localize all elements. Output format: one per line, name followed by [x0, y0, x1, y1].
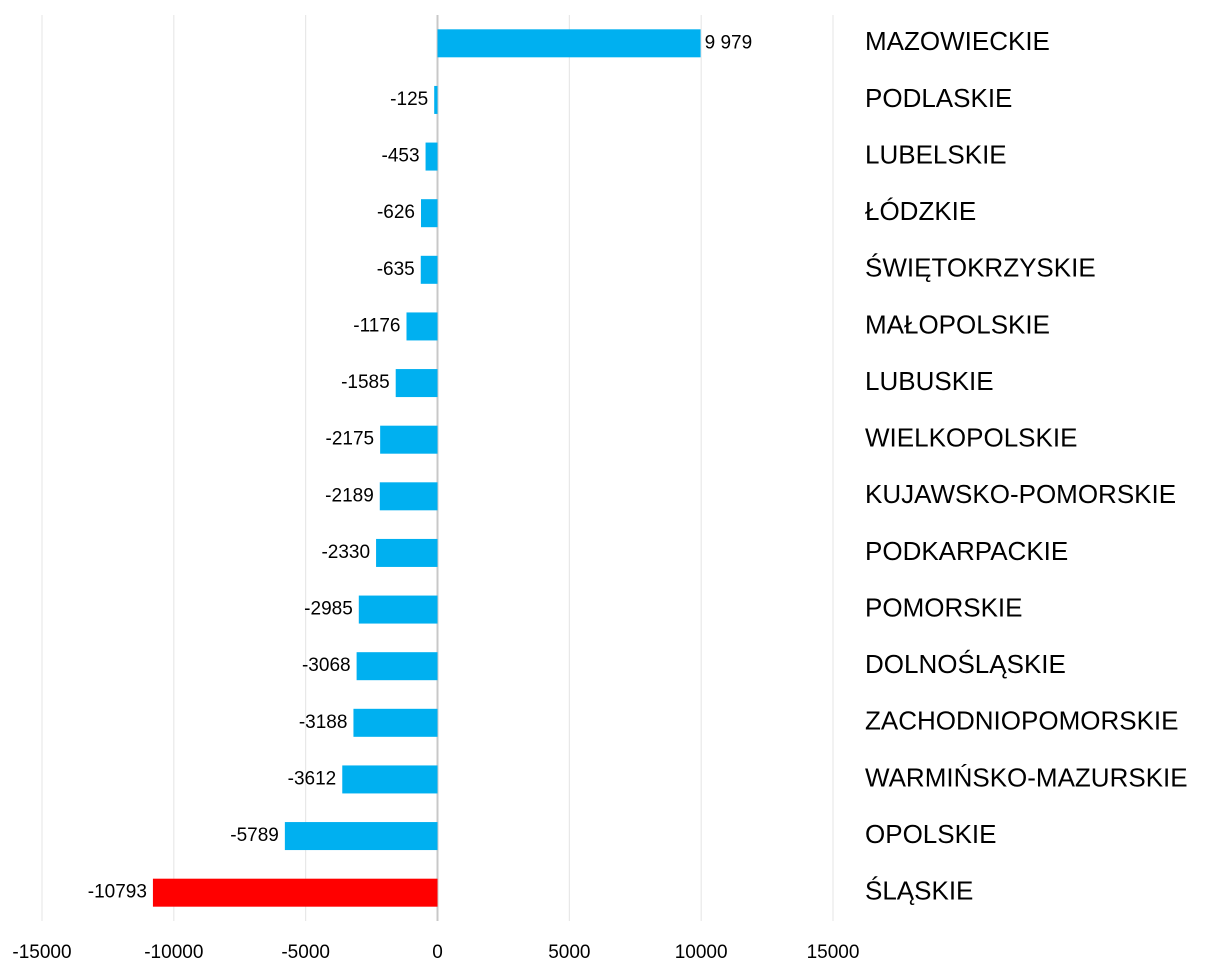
- value-label: -1176: [353, 315, 400, 336]
- bar: [379, 482, 438, 511]
- category-label: ŚWIĘTOKRZYSKIE: [865, 253, 1096, 283]
- category-label: PODLASKIE: [865, 83, 1012, 113]
- bar: [437, 29, 701, 58]
- x-tick-label: -15000: [12, 942, 71, 962]
- value-label: -635: [377, 259, 415, 280]
- value-label: -10793: [88, 882, 147, 903]
- category-label: MAZOWIECKIE: [865, 26, 1050, 56]
- value-label: -453: [382, 146, 420, 167]
- value-label: -3612: [288, 768, 337, 789]
- value-label: -1585: [341, 372, 390, 393]
- value-label: -5789: [230, 825, 279, 846]
- bar: [380, 425, 438, 454]
- bar: [434, 85, 438, 114]
- value-label: -2189: [325, 485, 374, 506]
- x-tick-label: -5000: [281, 942, 330, 962]
- category-label: WIELKOPOLSKIE: [865, 423, 1077, 453]
- value-label: -125: [390, 89, 428, 110]
- bar: [425, 142, 438, 171]
- value-label: -626: [377, 202, 415, 223]
- category-label: POMORSKIE: [865, 592, 1022, 622]
- value-label: 9 979: [705, 32, 753, 53]
- bar: [376, 538, 438, 567]
- category-label: KUJAWSKO-POMORSKIE: [865, 479, 1176, 509]
- bar: [356, 652, 438, 681]
- category-label: PODKARPACKIE: [865, 536, 1068, 566]
- bar: [395, 369, 438, 398]
- value-label: -2330: [321, 542, 370, 563]
- category-label: ZACHODNIOPOMORSKIE: [865, 706, 1178, 736]
- category-label: MAŁOPOLSKIE: [865, 309, 1050, 339]
- bar: [420, 199, 438, 228]
- bar: [420, 255, 438, 284]
- category-label: DOLNOŚLĄSKIE: [865, 649, 1066, 679]
- bar: [406, 312, 438, 341]
- bar: [152, 878, 438, 907]
- x-tick-label: -10000: [144, 942, 203, 962]
- value-label: -3188: [299, 712, 348, 733]
- value-label: -3068: [302, 655, 351, 676]
- value-label: -2985: [304, 599, 353, 620]
- category-label: OPOLSKIE: [865, 819, 997, 849]
- x-tick-label: 5000: [548, 942, 590, 962]
- x-tick-label: 15000: [807, 942, 860, 962]
- bar: [284, 822, 438, 851]
- bar: [353, 708, 438, 737]
- category-label: ŁÓDZKIE: [865, 196, 976, 226]
- x-tick-label: 0: [432, 942, 443, 962]
- x-tick-label: 10000: [675, 942, 728, 962]
- bar: [342, 765, 438, 794]
- category-label: LUBELSKIE: [865, 139, 1007, 169]
- category-label: WARMIŃSKO-MAZURSKIE: [865, 762, 1188, 792]
- category-label: ŚLĄSKIE: [865, 876, 973, 906]
- bar: [358, 595, 438, 624]
- category-label: LUBUSKIE: [865, 366, 994, 396]
- value-label: -2175: [326, 429, 375, 450]
